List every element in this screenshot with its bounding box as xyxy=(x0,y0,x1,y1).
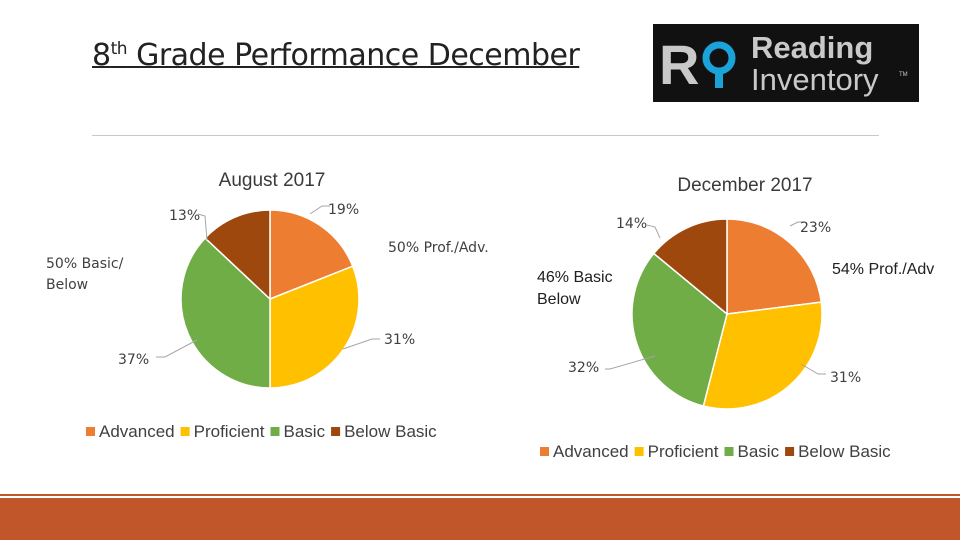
logo-mark: R xyxy=(659,33,699,96)
chart-august-legend: Advanced Proficient Basic Below Basic xyxy=(86,422,437,441)
annotation-aug-basic-below-2: Below xyxy=(46,277,88,293)
chart-december: December 2017 14% 23% 31% 32% 54% Prof./… xyxy=(537,175,934,461)
aug-legend-label-basic: Basic xyxy=(284,422,326,441)
dec-slice-proficient xyxy=(702,301,823,410)
aug-legend-swatch-basic xyxy=(270,427,280,436)
annotation-dec-basic-below-1: 46% Basic xyxy=(537,269,613,286)
dec-slice-basic xyxy=(631,252,728,407)
title-number: 8 xyxy=(92,38,111,73)
aug-legend-label-proficient: Proficient xyxy=(194,422,265,441)
leader-line-aug-basic xyxy=(156,339,198,358)
label-aug-basic: 37% xyxy=(118,352,149,368)
label-aug-advanced: 19% xyxy=(328,202,359,218)
annotation-aug-basic-below-1: 50% Basic/ xyxy=(46,256,124,272)
aug-legend-swatch-advanced xyxy=(86,427,95,436)
dec-legend-label-advanced: Advanced xyxy=(553,442,629,461)
title-superscript: th xyxy=(110,39,128,59)
label-aug-proficient: 31% xyxy=(384,332,415,348)
aug-legend-label-below-basic: Below Basic xyxy=(344,422,437,441)
chart-august: August 2017 13% 19% 31% 37% 50% Prof./Ad… xyxy=(46,170,489,441)
dec-legend-swatch-basic xyxy=(724,447,734,456)
chart-december-pie xyxy=(631,218,823,410)
label-aug-below-basic: 13% xyxy=(169,208,200,224)
dec-legend-label-below-basic: Below Basic xyxy=(798,442,891,461)
footer-line xyxy=(0,494,960,496)
logo-line2: Inventory xyxy=(751,62,879,97)
leader-line-dec-below xyxy=(646,224,661,239)
label-dec-advanced: 23% xyxy=(800,220,831,236)
leader-line-dec-basic xyxy=(605,355,656,370)
dec-legend-swatch-advanced xyxy=(540,447,549,456)
dec-legend-label-proficient: Proficient xyxy=(648,442,719,461)
dec-legend-label-basic: Basic xyxy=(738,442,780,461)
label-dec-basic: 32% xyxy=(568,360,599,376)
leader-line-aug-proficient xyxy=(342,338,380,350)
aug-slice-basic xyxy=(180,237,271,389)
dec-legend-swatch-proficient xyxy=(634,447,644,456)
chart-august-title: August 2017 xyxy=(219,170,326,191)
chart-december-legend: Advanced Proficient Basic Below Basic xyxy=(540,442,891,461)
logo-tm: TM xyxy=(899,72,908,78)
leader-line-aug-advanced xyxy=(309,205,330,215)
aug-slice-advanced xyxy=(269,209,354,301)
dec-slice-advanced xyxy=(726,218,823,315)
annotation-aug-prof-adv: 50% Prof./Adv. xyxy=(388,240,489,256)
reading-inventory-logo: R Reading Inventory TM xyxy=(653,24,919,102)
logo-magnifier-handle xyxy=(715,74,723,88)
chart-august-pie xyxy=(180,209,360,389)
aug-legend-swatch-proficient xyxy=(180,427,190,436)
aug-legend-swatch-below-basic xyxy=(331,427,341,436)
dec-legend-swatch-below-basic xyxy=(785,447,795,456)
logo-magnifier-icon xyxy=(702,41,736,75)
annotation-dec-basic-below-2: Below xyxy=(537,291,581,308)
title-text: Grade Performance December xyxy=(127,38,580,73)
label-dec-proficient: 31% xyxy=(830,370,861,386)
label-dec-below-basic: 14% xyxy=(616,216,647,232)
chart-december-title: December 2017 xyxy=(677,175,812,196)
title-divider xyxy=(92,135,879,136)
leader-line-dec-proficient xyxy=(800,363,826,375)
footer-bar xyxy=(0,498,960,540)
aug-legend-label-advanced: Advanced xyxy=(99,422,175,441)
leader-line-aug-below xyxy=(197,213,208,241)
slide-title: 8th Grade Performance December xyxy=(92,38,580,73)
annotation-dec-prof-adv: 54% Prof./Adv xyxy=(832,261,934,278)
dec-slice-below-basic xyxy=(652,218,728,316)
logo-line1: Reading xyxy=(751,30,873,65)
leader-line-dec-advanced xyxy=(789,221,805,227)
